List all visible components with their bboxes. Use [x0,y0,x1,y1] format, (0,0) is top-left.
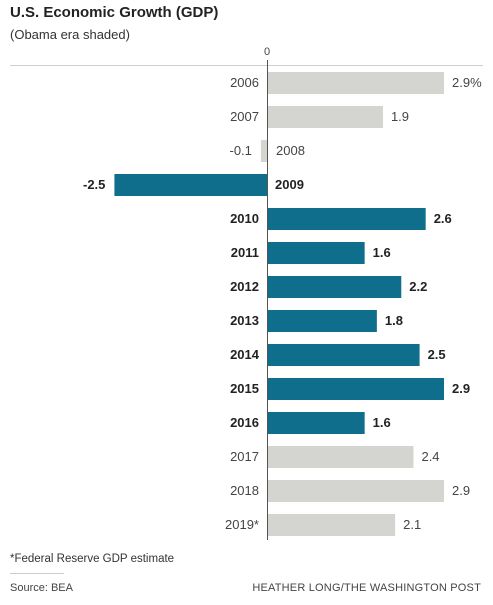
value-label: -2.5 [83,177,105,192]
zero-tick-label: 0 [264,46,270,58]
value-label: 2.2 [409,279,427,294]
bar-2014 [267,344,420,366]
value-label: 2.9 [452,381,470,396]
category-label: 2013 [230,313,259,328]
bar-2006 [267,72,444,94]
category-label: 2012 [230,279,259,294]
category-label: 2011 [231,245,259,260]
source-note: Source: BEA [10,582,73,594]
category-label: 2018 [230,483,259,498]
bar-2019 [267,514,396,536]
category-label: 2008 [276,143,305,158]
value-label: 1.9 [391,109,409,124]
category-label: 2019* [225,517,259,532]
footnote: *Federal Reserve GDP estimate [10,553,175,565]
bar-2008 [260,140,267,162]
bar-2017 [267,446,414,468]
category-label: 2017 [230,449,259,464]
category-label: 2014 [230,347,260,362]
value-label: -0.1 [229,143,251,158]
chart-title: U.S. Economic Growth (GDP) [10,4,219,21]
value-label: 1.6 [373,245,391,260]
category-label: 2010 [230,211,259,226]
value-label: 2.4 [421,449,439,464]
category-label: 2015 [230,381,259,396]
bar-2007 [267,106,383,128]
bar-2018 [267,480,444,502]
bar-2015 [267,378,444,400]
value-label: 2.9% [452,75,482,90]
value-label: 2.6 [434,211,452,226]
bar-2013 [267,310,377,332]
category-label: 2016 [230,415,259,430]
bar-2010 [267,208,426,230]
bar-2016 [267,412,365,434]
bar-2011 [267,242,365,264]
value-label: 1.6 [373,415,391,430]
category-label: 2007 [230,109,259,124]
bar-2009 [114,174,268,196]
credit-line: HEATHER LONG/THE WASHINGTON POST [252,582,481,594]
value-label: 2.5 [428,347,446,362]
footer-divider [10,573,64,574]
gdp-bar-chart: 0 2006 2.9% 2007 1.9 2008 -0.1 2009 -2.5 2010 2.6 2… [10,46,483,540]
bar-2012 [267,276,402,298]
category-label: 2006 [230,75,259,90]
value-label: 2.1 [403,517,421,532]
chart-subtitle: (Obama era shaded) [10,27,130,42]
value-label: 1.8 [385,313,403,328]
category-label: 2009 [275,177,304,192]
value-label: 2.9 [452,483,470,498]
